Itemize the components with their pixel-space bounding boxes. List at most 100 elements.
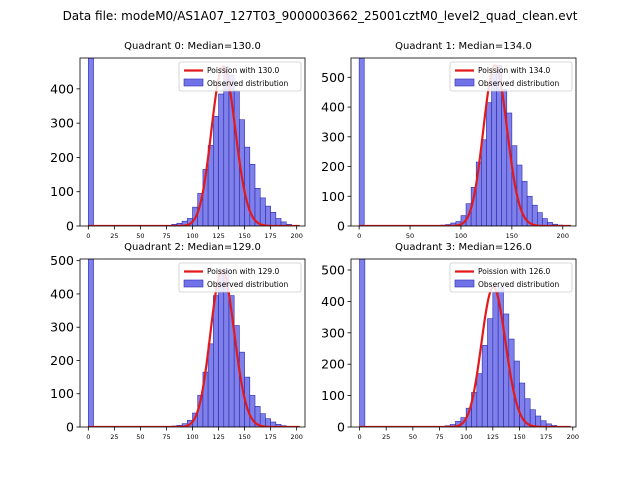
histogram-bar bbox=[492, 291, 499, 427]
x-tick-label: 150 bbox=[238, 232, 250, 240]
histogram-bar bbox=[88, 259, 94, 427]
histogram-bar bbox=[275, 218, 282, 226]
x-tick-label: 100 bbox=[186, 232, 198, 240]
axes-frame bbox=[350, 57, 577, 227]
histogram-bar bbox=[88, 58, 94, 226]
x-tick-label: 175 bbox=[264, 232, 276, 240]
panel-title: Quadrant 1: Median=134.0 bbox=[395, 41, 532, 52]
x-tick-label: 200 bbox=[557, 232, 569, 240]
histogram-bar bbox=[218, 273, 225, 427]
x-tick-label: 150 bbox=[506, 232, 518, 240]
histogram-bar bbox=[476, 373, 483, 427]
poisson-curve bbox=[359, 286, 571, 427]
y-tick-label: 300 bbox=[321, 325, 345, 340]
y-tick-label: 200 bbox=[50, 353, 74, 368]
x-tick-label: 0 bbox=[86, 433, 90, 441]
plot-area bbox=[358, 58, 571, 226]
x-tick-label: 0 bbox=[86, 232, 90, 240]
histogram-bar bbox=[537, 212, 543, 226]
histogram-bar bbox=[244, 146, 251, 226]
histogram-bar bbox=[218, 93, 225, 226]
x-tick-label: 175 bbox=[540, 433, 552, 441]
legend: Poission with 129.0 Observed distribution bbox=[178, 262, 302, 293]
histogram-bar bbox=[207, 343, 214, 427]
y-tick-label: 500 bbox=[50, 253, 74, 268]
legend-bar-swatch bbox=[183, 78, 204, 87]
legend-label-observed: Observed distribution bbox=[478, 79, 559, 88]
panel-title: Quadrant 2: Median=129.0 bbox=[124, 242, 261, 253]
legend-label-observed: Observed distribution bbox=[478, 280, 559, 289]
panel-0: Quadrant 0: Median=130.0 0 100 200 300 400 0 25… bbox=[50, 41, 306, 240]
y-tick-label: 100 bbox=[321, 388, 345, 403]
histogram-bar bbox=[486, 102, 492, 226]
legend: Poission with 126.0 Observed distribution bbox=[449, 262, 573, 293]
histogram-bar bbox=[270, 211, 277, 226]
x-tick-label: 125 bbox=[212, 433, 224, 441]
x-tick-label: 200 bbox=[567, 433, 579, 441]
x-tick-label: 100 bbox=[186, 433, 198, 441]
panel-title: Quadrant 0: Median=130.0 bbox=[124, 41, 261, 52]
x-tick-label: 25 bbox=[382, 433, 390, 441]
poisson-curve bbox=[359, 64, 571, 226]
panel-1: Quadrant 1: Median=134.00100200300400500… bbox=[321, 41, 577, 240]
histogram-bar bbox=[535, 415, 542, 427]
poisson-curve bbox=[88, 269, 300, 427]
histogram-bar bbox=[213, 115, 219, 226]
legend-label-poisson: Poission with 126.0 bbox=[478, 267, 551, 276]
y-tick-label: 300 bbox=[50, 116, 74, 131]
panel-3: Quadrant 3: Median=126.00100200300400500… bbox=[321, 242, 579, 441]
plot-area bbox=[359, 259, 571, 427]
legend-bar-swatch bbox=[454, 279, 475, 288]
y-tick-label: 200 bbox=[321, 357, 345, 372]
figure-suptitle: Data file: modeM0/AS1A07_127T03_90000036… bbox=[63, 9, 578, 23]
histogram-bar bbox=[481, 345, 488, 427]
y-tick-label: 0 bbox=[66, 219, 74, 234]
y-tick-label: 0 bbox=[337, 219, 345, 234]
x-tick-label: 75 bbox=[162, 433, 170, 441]
x-tick-label: 200 bbox=[290, 433, 302, 441]
legend-label-observed: Observed distribution bbox=[207, 280, 288, 289]
y-tick-label: 400 bbox=[50, 286, 74, 301]
x-tick-label: 75 bbox=[162, 232, 170, 240]
y-tick-label: 500 bbox=[321, 70, 345, 85]
panels-group: Quadrant 0: Median=130.0 0 100 200 300 400 0 25… bbox=[50, 41, 579, 441]
legend-box bbox=[178, 61, 302, 92]
legend-box bbox=[449, 262, 573, 293]
x-tick-label: 100 bbox=[455, 232, 467, 240]
y-tick-label: 500 bbox=[321, 262, 345, 277]
histogram-bar bbox=[487, 318, 494, 427]
axes-frame bbox=[350, 258, 577, 428]
legend-label-poisson: Poission with 129.0 bbox=[207, 267, 280, 276]
x-tick-label: 100 bbox=[460, 433, 472, 441]
histogram-bar bbox=[259, 197, 266, 226]
x-tick-label: 0 bbox=[357, 232, 361, 240]
poisson-curve bbox=[88, 65, 300, 226]
x-tick-label: 175 bbox=[264, 433, 276, 441]
x-tick-label: 25 bbox=[110, 433, 118, 441]
x-tick-label: 125 bbox=[487, 433, 499, 441]
legend-box bbox=[449, 61, 573, 92]
histogram-bar bbox=[265, 205, 271, 226]
y-tick-label: 400 bbox=[321, 294, 345, 309]
legend-bar-swatch bbox=[183, 279, 204, 288]
y-tick-label: 400 bbox=[321, 100, 345, 115]
y-tick-label: 300 bbox=[321, 129, 345, 144]
x-tick-label: 50 bbox=[136, 232, 144, 240]
histogram-bar bbox=[359, 259, 366, 427]
histogram-bar bbox=[531, 204, 538, 226]
histogram-bar bbox=[481, 139, 487, 226]
y-tick-label: 400 bbox=[50, 81, 74, 96]
histogram-bar bbox=[213, 295, 219, 427]
legend-bar-swatch bbox=[454, 78, 475, 87]
legend: Poission with 130.0 Observed distribution bbox=[178, 61, 302, 92]
y-tick-label: 0 bbox=[337, 420, 345, 435]
x-tick-label: 50 bbox=[136, 433, 144, 441]
legend: Poission with 134.0 Observed distribution bbox=[449, 61, 573, 92]
x-tick-label: 200 bbox=[290, 232, 302, 240]
x-tick-label: 75 bbox=[435, 433, 443, 441]
x-tick-label: 125 bbox=[212, 232, 224, 240]
y-tick-label: 200 bbox=[321, 159, 345, 174]
y-tick-label: 0 bbox=[66, 420, 74, 435]
panel-2: Quadrant 2: Median=129.00100200300400500… bbox=[50, 242, 306, 441]
x-tick-label: 50 bbox=[406, 232, 414, 240]
